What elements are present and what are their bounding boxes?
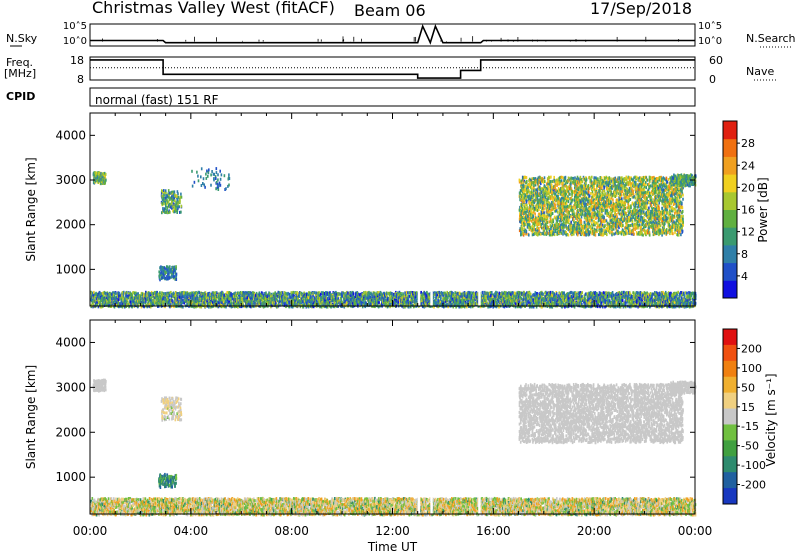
noise-panel: 10˄5 10˄0 10˄5 10˄0 (10, 20, 792, 47)
range-gate-cell (205, 301, 207, 304)
nsky-tick-label: 10˄0 (63, 35, 87, 47)
range-gate-cell (406, 294, 408, 297)
range-gate-cell (256, 292, 258, 295)
range-gate-cell (119, 292, 121, 295)
range-gate-cell (386, 293, 388, 296)
freq-tick-label: 18 (70, 54, 84, 67)
range-gate-cell (103, 294, 105, 297)
range-gate-cell (353, 296, 355, 299)
range-gate-cell (407, 291, 409, 294)
range-gate-cell (551, 294, 553, 297)
range-gate-cell (595, 291, 597, 294)
range-gate-cell (312, 297, 314, 300)
range-gate-cell (622, 299, 624, 302)
freq-tick-label: 8 (77, 73, 84, 86)
range-gate-cell (150, 296, 152, 299)
range-gate-cell (309, 291, 311, 294)
range-gate-cell (308, 296, 310, 299)
range-gate-cell (542, 293, 544, 296)
range-gate-cell (486, 298, 488, 301)
range-gate-cell (574, 300, 576, 303)
range-gate-cell (210, 293, 212, 296)
range-gate-cell (269, 292, 271, 295)
range-gate-cell (454, 291, 456, 294)
range-gate-cell (293, 291, 295, 294)
range-gate-cell (115, 292, 117, 295)
range-gate-cell (613, 294, 615, 297)
nave-tick-label: 60 (709, 54, 723, 67)
range-gate-cell (446, 299, 448, 302)
range-gate-cell (619, 292, 621, 295)
range-gate-cell (172, 300, 174, 303)
range-gate-cell (639, 302, 641, 305)
range-gate-cell (515, 302, 517, 305)
range-gate-cell (491, 291, 493, 294)
freq-series-line (90, 60, 695, 78)
range-gate-cell (242, 300, 244, 303)
range-gate-cell (482, 291, 484, 294)
nave-tick-label: 0 (709, 73, 716, 86)
range-gate-cell (659, 297, 661, 300)
nsearch-tick-label: 10˄5 (698, 20, 722, 32)
range-gate-cell (341, 295, 343, 298)
nsky-tick-label: 10˄5 (63, 20, 87, 32)
range-gate-cell (228, 297, 230, 300)
range-gate-cell (169, 294, 171, 297)
range-gate-cell (556, 295, 558, 298)
range-gate-cell (287, 298, 289, 301)
range-gate-cell (299, 295, 301, 298)
range-gate-cell (126, 291, 128, 294)
power-panel-gates (90, 167, 696, 309)
range-gate-cell (343, 292, 345, 295)
nsky-series-line (90, 26, 695, 43)
range-gate-cell (585, 292, 587, 295)
range-gate-cell (597, 294, 599, 297)
range-gate-cell (123, 291, 125, 294)
range-gate-cell (453, 293, 455, 296)
range-gate-cell (523, 302, 525, 305)
range-gate-cell (650, 292, 652, 295)
range-gate-cell (330, 302, 332, 305)
range-gate-cell (159, 291, 161, 294)
range-gate-cell (556, 292, 558, 295)
range-gate-cell (623, 291, 625, 294)
range-gate-cell (353, 293, 355, 296)
range-gate-cell (369, 296, 371, 299)
range-gate-cell (581, 291, 583, 294)
range-gate-cell (633, 291, 635, 294)
range-gate-cell (530, 293, 532, 296)
range-gate-cell (470, 291, 472, 294)
nsearch-tick-label: 10˄0 (698, 35, 722, 47)
range-gate-cell (226, 291, 228, 294)
range-gate-cell (530, 295, 532, 298)
